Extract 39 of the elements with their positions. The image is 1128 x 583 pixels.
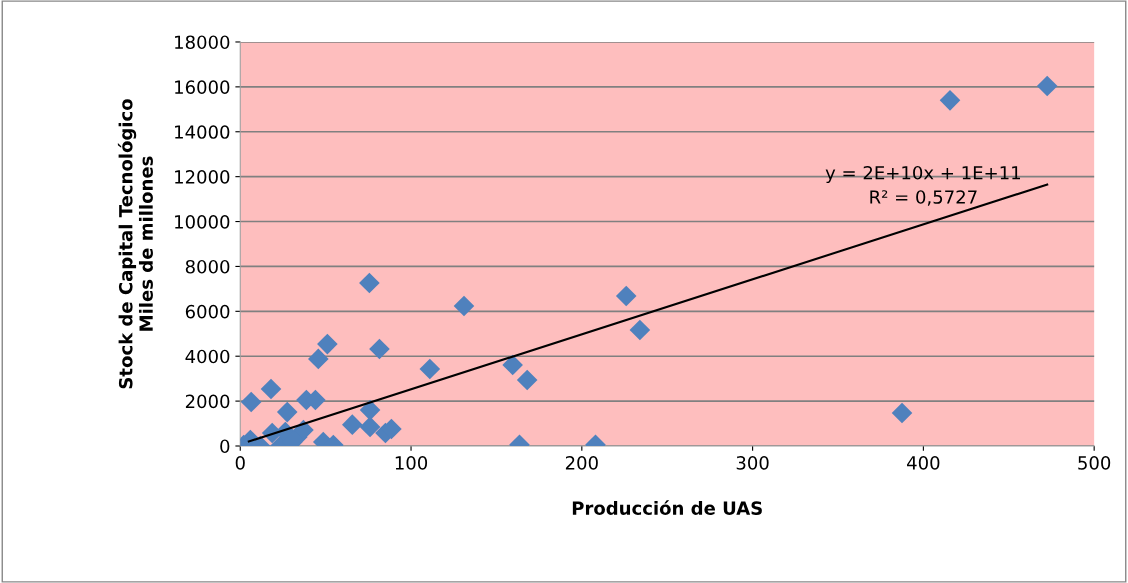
y-tick-label: 14000 [175,125,230,139]
point [359,416,381,438]
annotation: R² = 0,5727 [870,190,977,206]
point [502,354,523,376]
y-tick-label: 4000 [185,349,230,364]
point [276,401,298,423]
point [516,369,538,391]
point [359,272,380,294]
point [260,378,282,400]
point [939,90,961,111]
y-tick-label: 2000 [185,394,230,409]
point [453,295,475,317]
point [1036,75,1058,97]
x-tick-label: 400 [907,456,940,470]
y-tick-label: 18000 [175,35,230,50]
point [369,338,390,360]
point [419,358,441,380]
y-tick-label: 8000 [185,259,230,274]
x-tick-label: 200 [565,456,598,470]
y-tick-label: 10000 [175,215,230,229]
y-tick-label: 16000 [175,80,230,94]
x-tick-label: 300 [736,456,769,470]
y-tick-label: 12000 [175,170,230,184]
point [342,414,363,435]
point [629,319,651,341]
point [240,391,262,413]
point [317,333,338,355]
y-axis-title: Stock de Capital Tecnológico Miles de millones [117,99,153,389]
point [308,348,329,370]
x-tick-label: 500 [1078,456,1111,470]
x-axis-title: Producción de UAS [572,500,762,515]
x-tick-label: 0 [235,456,245,470]
point [615,285,637,307]
point [359,399,381,421]
y-tick-label: 0 [220,439,230,454]
x-tick-label: 100 [395,456,428,470]
annotation: y = 2E+10x + 1E+11 [825,165,1020,184]
point [891,402,913,424]
y-tick-label: 6000 [185,304,230,319]
